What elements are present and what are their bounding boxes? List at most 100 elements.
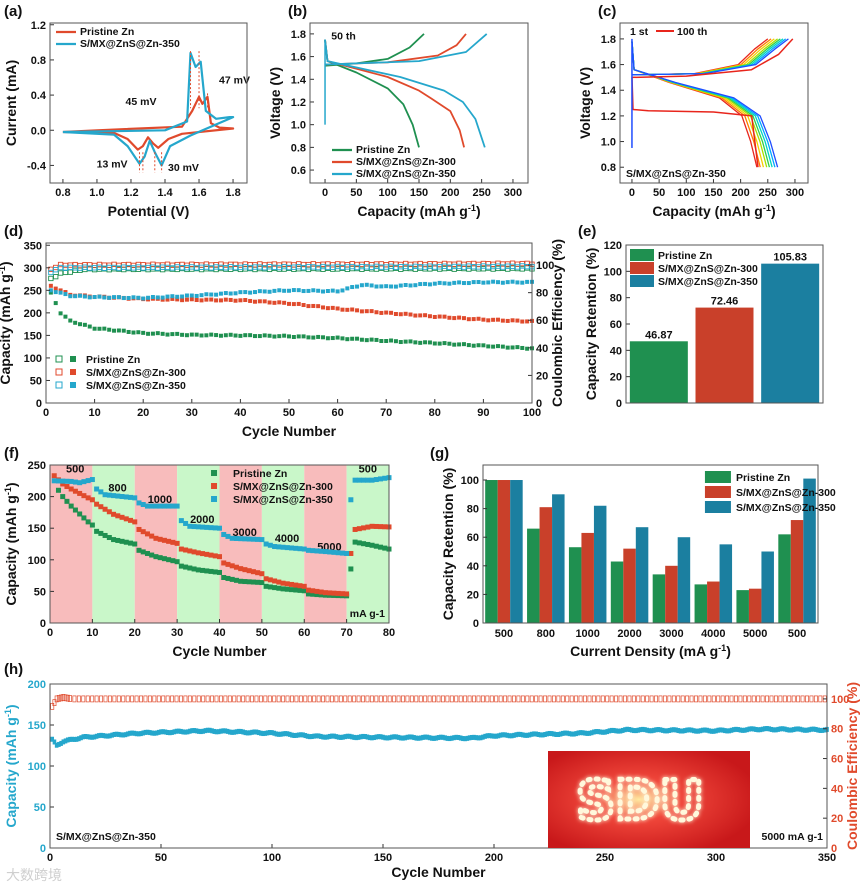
rate-point: [356, 477, 362, 483]
ce-point: [56, 695, 61, 702]
ce-point: [472, 695, 476, 703]
ce-point: [393, 261, 399, 267]
ce-point: [111, 266, 117, 272]
rate-point: [242, 567, 248, 573]
axes: 0 10 20 30 40 50 60 70 80 90 100050100150200250300…: [0, 239, 565, 439]
ce-point: [458, 695, 463, 703]
capacity-point: [452, 280, 457, 285]
y-tick-label: 1.8: [601, 34, 616, 46]
ce-point: [90, 695, 95, 703]
capacity-point: [389, 284, 394, 289]
legend-capacity-marker: [70, 382, 76, 388]
capacity-point: [442, 281, 447, 286]
capacity-point: [301, 289, 306, 294]
rate-point: [195, 524, 201, 530]
retention-bar: [568, 547, 582, 623]
x-tick-label: 50: [283, 407, 295, 419]
rate-point: [318, 548, 324, 554]
x-tick-label: 70: [341, 627, 353, 639]
capacity-point: [141, 330, 146, 335]
y2-tick-label: 60: [536, 315, 548, 327]
rate-point: [272, 578, 278, 584]
capacity-point: [620, 727, 625, 733]
capacity-point: [145, 729, 150, 735]
retention-bar: [635, 527, 649, 623]
rate-point: [55, 478, 61, 484]
capacity-point: [279, 731, 283, 737]
ce-point: [91, 265, 98, 271]
rate-point: [221, 532, 227, 538]
ce-point: [361, 695, 365, 703]
ce-point: [271, 264, 278, 270]
rate-point: [191, 549, 197, 555]
capacity-point: [442, 341, 447, 346]
ce-point: [519, 263, 525, 269]
rate-label: 3000: [232, 527, 256, 539]
capacity-point: [525, 346, 530, 351]
capacity-point: [58, 311, 63, 316]
y-tick-label: 1.2: [601, 111, 616, 123]
capacity-point: [410, 734, 414, 740]
rate-point: [255, 579, 261, 585]
capacity-point: [472, 734, 476, 740]
rate-point: [259, 571, 265, 577]
capacity-point: [107, 327, 112, 332]
rate-point: [204, 551, 210, 557]
ce-point: [281, 695, 286, 703]
capacity-point: [663, 728, 667, 734]
capacity-point: [325, 734, 330, 740]
y-axis-label: Capacity (mAh g-1): [3, 482, 19, 605]
rate-point: [318, 592, 324, 598]
x-tick-label: 0: [43, 407, 49, 419]
capacity-point: [287, 288, 291, 293]
capacity-point: [316, 304, 321, 309]
y-tick-label: 0.8: [291, 142, 306, 154]
capacity-point: [116, 328, 121, 333]
ce-point: [509, 260, 516, 266]
capacity-point: [63, 290, 68, 295]
legend-label: S/MX@ZnS@Zn-350: [80, 38, 180, 50]
capacity-point: [234, 729, 239, 735]
capacity-point: [458, 735, 463, 741]
capacity-point: [454, 734, 459, 740]
capacity-point: [374, 310, 379, 315]
capacity-point: [525, 279, 530, 284]
ce-point: [760, 695, 765, 703]
capacity-point: [183, 729, 188, 735]
charge-curve: [324, 33, 488, 66]
x-tick-label: 30: [186, 407, 198, 419]
capacity-point: [403, 735, 407, 741]
retention-bar: [552, 494, 565, 623]
rate-point: [238, 578, 244, 584]
capacity-point: [254, 729, 259, 735]
capacity-point: [136, 330, 141, 335]
capacity-point: [492, 733, 496, 739]
capacity-point: [340, 307, 345, 312]
capacity-point: [172, 729, 177, 735]
y-tick-label: 0: [473, 618, 479, 630]
ce-point: [432, 264, 438, 270]
ce-point: [485, 695, 490, 703]
capacity-point: [53, 301, 58, 306]
rate-point: [259, 537, 265, 543]
legend-label: S/MX@ZnS@Zn-300: [233, 481, 333, 493]
panel-g: (g)500 800 1000 2000 3000 4000 5000 500Pristine…: [430, 445, 836, 659]
capacity-point: [565, 730, 570, 736]
capacity-point: [223, 291, 228, 296]
capacity-point: [447, 736, 452, 742]
ce-point: [574, 695, 579, 703]
ce-point: [463, 695, 468, 703]
ce-point: [480, 266, 487, 272]
ce-point: [339, 264, 346, 271]
rate-point: [128, 494, 134, 500]
capacity-point: [82, 294, 87, 299]
ce-point: [364, 261, 370, 267]
capacity-point: [53, 290, 58, 295]
capacity-point: [556, 731, 561, 737]
capacity-point: [141, 296, 146, 301]
rate-point: [128, 517, 134, 523]
retention-bar: [485, 480, 498, 623]
capacity-point: [180, 332, 185, 337]
